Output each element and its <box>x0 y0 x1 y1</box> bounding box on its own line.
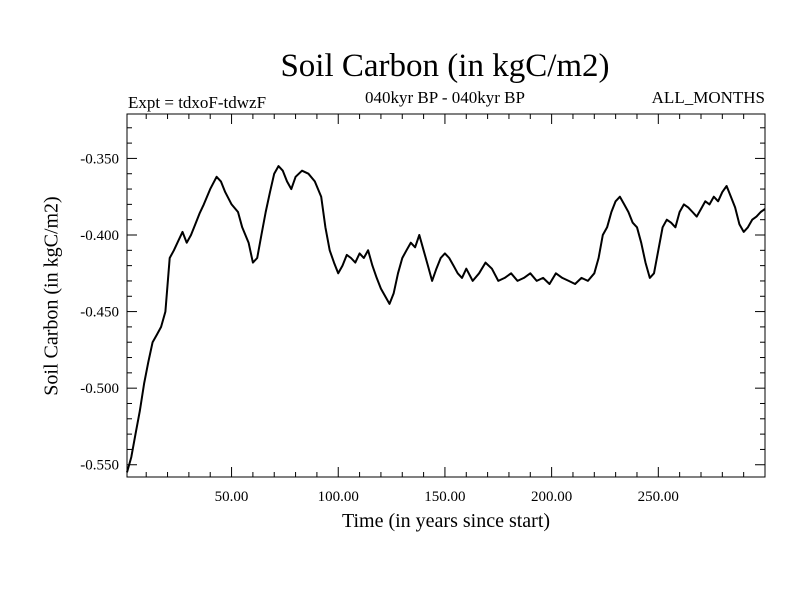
chart-title: Soil Carbon (in kgC/m2) <box>280 48 610 84</box>
soil-carbon-series-line <box>126 165 766 473</box>
y-tick-label: -0.450 <box>80 305 119 321</box>
x-tick-label: 100.00 <box>318 489 359 505</box>
plot-frame <box>126 113 766 478</box>
x-tick-label: 200.00 <box>531 489 572 505</box>
y-tick-label: -0.350 <box>80 151 119 167</box>
chart-subtitle: 040kyr BP - 040kyr BP <box>365 88 525 107</box>
x-tick-label: 250.00 <box>638 489 679 505</box>
y-tick-label: -0.550 <box>80 458 119 474</box>
y-tick-label: -0.500 <box>80 381 119 397</box>
x-axis-label: Time (in years since start) <box>341 510 551 532</box>
months-label: ALL_MONTHS <box>651 88 765 107</box>
experiment-label: Expt = tdxoF-tdwzF <box>128 93 267 112</box>
x-tick-label: 150.00 <box>424 489 465 505</box>
y-tick-label: -0.400 <box>80 228 119 244</box>
x-tick-label: 50.00 <box>215 489 249 505</box>
